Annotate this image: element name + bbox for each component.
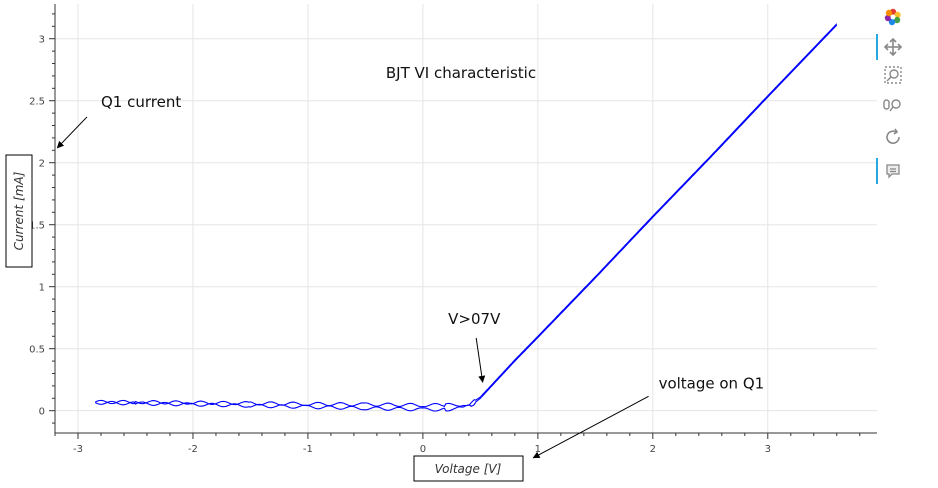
- annotation-arrow: [475, 337, 486, 383]
- annotations: Q1 current V>07V voltage on Q1: [56, 93, 765, 459]
- grid: [55, 4, 877, 433]
- annotation-text: voltage on Q1: [659, 374, 765, 392]
- annotation-arrow: [532, 395, 649, 459]
- bokeh-logo-icon[interactable]: [880, 4, 906, 30]
- y-tick-label: 2.5: [29, 97, 45, 108]
- wheel-zoom-icon[interactable]: [880, 92, 906, 118]
- series-layer: [94, 23, 838, 412]
- y-tick-label: 3: [39, 35, 45, 46]
- x-axis-title-box: Voltage [V]: [413, 455, 524, 482]
- y-axis-title: Current [mA]: [12, 171, 26, 250]
- x-tick-label: 2: [650, 444, 656, 455]
- annotation-text: Q1 current: [101, 93, 181, 111]
- annotation-arrow: [56, 116, 88, 149]
- pan-icon[interactable]: [880, 34, 906, 60]
- series-line: [94, 23, 838, 408]
- y-tick-label: 1.5: [29, 221, 45, 232]
- toolbar: [876, 4, 910, 194]
- x-tick-label: 0: [420, 444, 426, 455]
- x-tick-label: -1: [303, 444, 313, 455]
- series-line: [94, 24, 838, 412]
- y-tick-label: 0: [39, 407, 45, 418]
- chart-title: BJT VI characteristic: [386, 64, 536, 82]
- x-tick-label: 1: [535, 444, 541, 455]
- hover-active-indicator: [876, 158, 878, 184]
- reset-icon[interactable]: [880, 124, 906, 150]
- axes: -3 -2 -1 0 1 2 3 0 0.5 1 1.5 2 2.5 3: [29, 4, 877, 455]
- y-tick-label: 2: [39, 159, 45, 170]
- box-zoom-icon[interactable]: [880, 62, 906, 88]
- y-tick-label: 1: [39, 283, 45, 294]
- annotation-text: V>07V: [448, 310, 501, 328]
- x-axis-title: Voltage [V]: [435, 462, 502, 476]
- x-tick-label: -2: [188, 444, 198, 455]
- hover-icon[interactable]: [880, 158, 906, 184]
- pan-active-indicator: [876, 34, 878, 60]
- y-tick-label: 0.5: [29, 345, 45, 356]
- x-tick-label: 3: [765, 444, 771, 455]
- y-axis-title-box: Current [mA]: [5, 154, 33, 268]
- x-tick-label: -3: [73, 444, 83, 455]
